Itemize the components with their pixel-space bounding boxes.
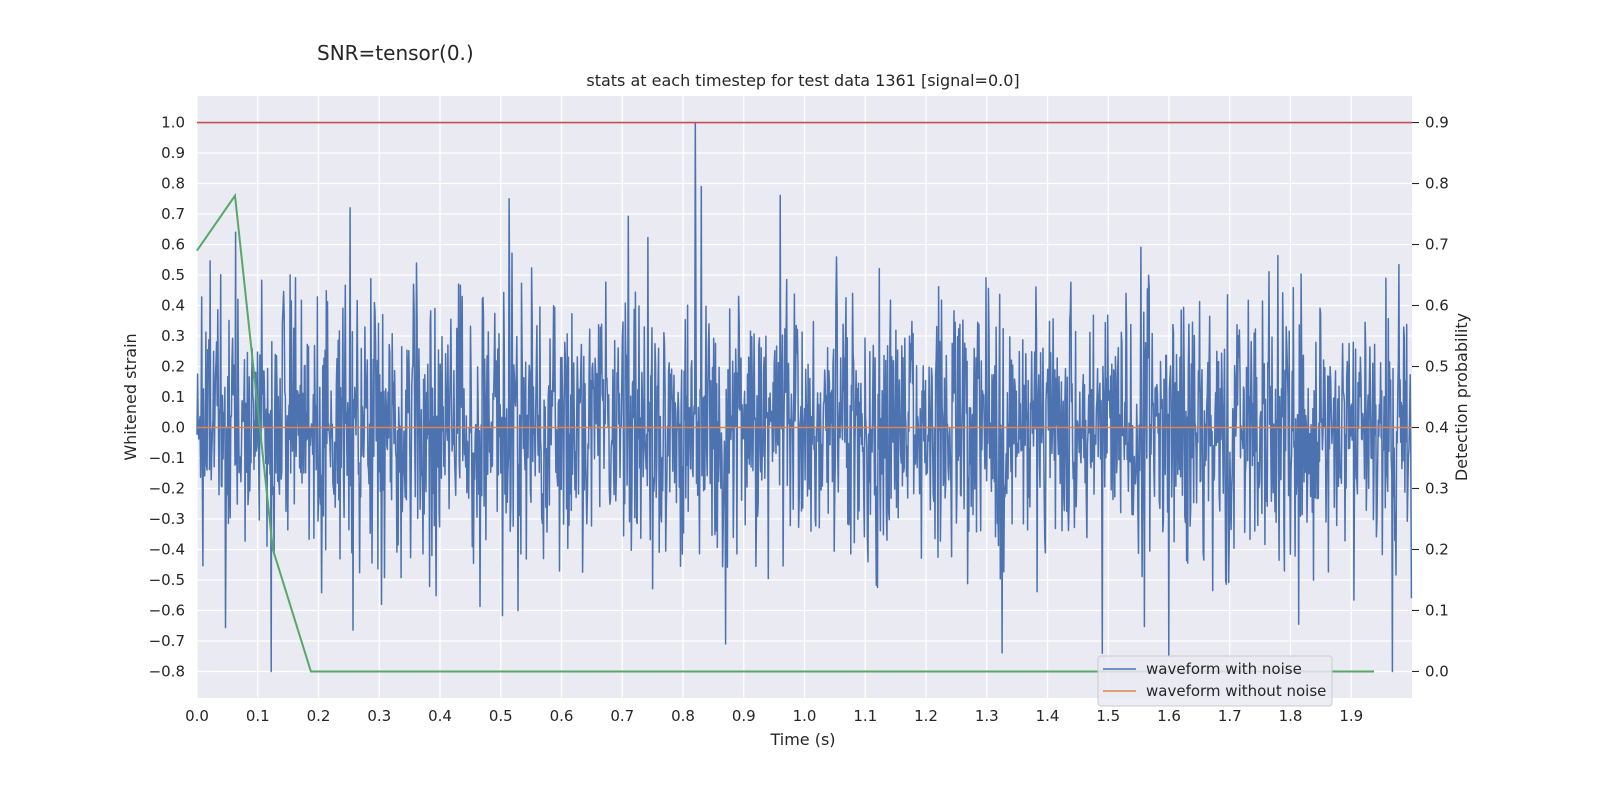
y-tick-label-left: −0.7 bbox=[149, 632, 185, 650]
y-tick-label-right: 0.8 bbox=[1425, 175, 1449, 193]
y-tick-label-right: 0.7 bbox=[1425, 236, 1449, 254]
y-tick-label-right: 0.4 bbox=[1425, 418, 1449, 436]
chart-title: stats at each timestep for test data 136… bbox=[586, 71, 1019, 90]
tick-layer: 0.0 0.1 0.2 0.3 0.4 0.5 0.6 0.7 0.8 0.9 1.0 1.1 1.2 1… bbox=[149, 114, 1449, 725]
y-tick-label-left: −0.1 bbox=[149, 449, 185, 467]
x-tick-label: 0.8 bbox=[671, 707, 695, 725]
x-tick-label: 0.9 bbox=[732, 707, 756, 725]
y-axis-label-right: Detection probability bbox=[1452, 313, 1471, 481]
x-tick-label: 1.0 bbox=[793, 707, 817, 725]
y-tick-label-left: −0.5 bbox=[149, 571, 185, 589]
chart-suptitle: SNR=tensor(0.) bbox=[317, 41, 474, 65]
y-tick-label-left: −0.6 bbox=[149, 601, 185, 619]
legend: waveform with noise waveform without noi… bbox=[1097, 655, 1333, 707]
y-tick-label-left: 0.4 bbox=[161, 297, 185, 315]
x-tick-label: 1.7 bbox=[1218, 707, 1242, 725]
x-tick-label: 1.8 bbox=[1279, 707, 1303, 725]
y-tick-label-left: 0.6 bbox=[161, 236, 185, 254]
x-tick-label: 0.3 bbox=[367, 707, 391, 725]
x-tick-label: 1.6 bbox=[1157, 707, 1181, 725]
x-tick-label: 0.1 bbox=[246, 707, 270, 725]
y-tick-label-left: 0.3 bbox=[161, 327, 185, 345]
x-axis-label: Time (s) bbox=[769, 730, 835, 749]
x-tick-label: 1.9 bbox=[1339, 707, 1363, 725]
y-tick-label-right: 0.2 bbox=[1425, 540, 1449, 558]
y-tick-label-left: 0.7 bbox=[161, 205, 185, 223]
x-tick-label: 0.0 bbox=[185, 707, 209, 725]
y-tick-label-left: 0.1 bbox=[161, 388, 185, 406]
x-tick-label: 1.3 bbox=[975, 707, 999, 725]
x-tick-label: 0.4 bbox=[428, 707, 452, 725]
y-tick-label-left: 0.5 bbox=[161, 266, 185, 284]
y-tick-label-left: −0.8 bbox=[149, 662, 185, 680]
y-tick-label-right: 0.9 bbox=[1425, 114, 1449, 132]
y-tick-label-left: 0.9 bbox=[161, 144, 185, 162]
y-axis-label-left: Whitened strain bbox=[121, 333, 140, 460]
series-line-probability bbox=[196, 192, 1374, 673]
x-tick-label: 0.6 bbox=[550, 707, 574, 725]
y-tick-label-left: −0.3 bbox=[149, 510, 185, 528]
x-tick-label: 1.5 bbox=[1096, 707, 1120, 725]
y-tick-label-left: −0.2 bbox=[149, 479, 185, 497]
y-tick-label-left: 1.0 bbox=[161, 114, 185, 132]
x-tick-label: 1.4 bbox=[1036, 707, 1060, 725]
y-tick-label-left: 0.0 bbox=[161, 418, 185, 436]
x-tick-label: 1.2 bbox=[914, 707, 938, 725]
y-tick-label-left: −0.4 bbox=[149, 540, 185, 558]
y-tick-label-left: 0.2 bbox=[161, 358, 185, 376]
y-tick-label-right: 0.3 bbox=[1425, 479, 1449, 497]
x-tick-label: 0.7 bbox=[610, 707, 634, 725]
y-tick-label-right: 0.1 bbox=[1425, 601, 1449, 619]
x-tick-label: 0.2 bbox=[307, 707, 331, 725]
legend-label-clean: waveform without noise bbox=[1146, 682, 1326, 700]
y-tick-label-right: 0.5 bbox=[1425, 358, 1449, 376]
x-tick-label: 0.5 bbox=[489, 707, 513, 725]
series-line-noise bbox=[196, 121, 1413, 673]
y-tick-label-right: 0.0 bbox=[1425, 662, 1449, 680]
x-tick-label: 1.1 bbox=[853, 707, 877, 725]
legend-label-noise: waveform with noise bbox=[1146, 660, 1302, 678]
legend-box bbox=[1097, 655, 1333, 707]
y-tick-label-left: 0.8 bbox=[161, 175, 185, 193]
series-layer bbox=[196, 121, 1413, 673]
y-tick-label-right: 0.6 bbox=[1425, 297, 1449, 315]
